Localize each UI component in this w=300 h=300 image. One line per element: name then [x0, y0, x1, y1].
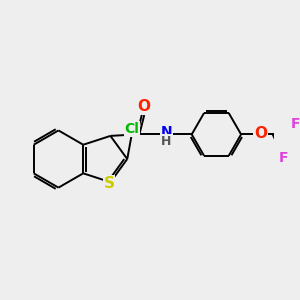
- Text: F: F: [279, 152, 288, 166]
- Text: H: H: [161, 134, 172, 148]
- Text: S: S: [103, 176, 114, 191]
- Text: O: O: [254, 126, 267, 141]
- Text: O: O: [137, 99, 150, 114]
- Text: Cl: Cl: [124, 122, 139, 136]
- Text: F: F: [291, 118, 300, 131]
- Text: N: N: [160, 125, 172, 139]
